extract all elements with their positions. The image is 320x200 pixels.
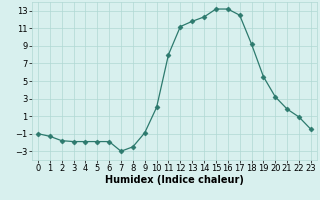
- X-axis label: Humidex (Indice chaleur): Humidex (Indice chaleur): [105, 175, 244, 185]
